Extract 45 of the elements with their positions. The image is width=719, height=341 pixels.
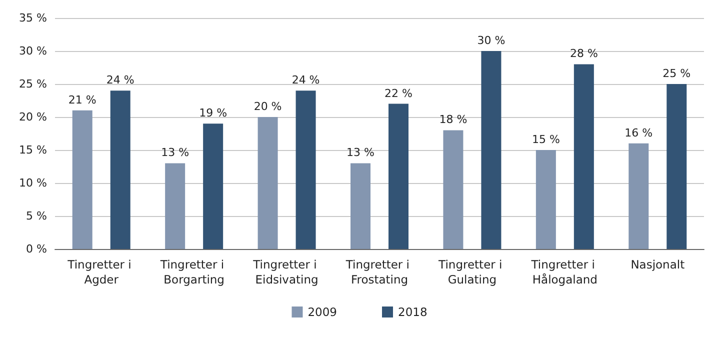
y-tick-label: 15 % [19,144,47,156]
y-tick-label: 0 % [26,242,47,256]
data-label: 24 % [292,74,320,87]
x-tick-label: Tingretter i Hålogaland [530,258,599,286]
x-tick-label: Tingretter i Agder [66,258,136,286]
x-tick-label: Nasjonalt [630,258,686,272]
bar [72,110,92,249]
y-tick-label: 35 % [19,12,47,24]
bar [628,143,649,249]
y-tick-label: 25 % [19,78,47,90]
bar [110,90,130,249]
bar [481,51,502,249]
y-tick-label: 30 % [19,44,47,58]
bar [574,64,594,249]
data-label: 16 % [624,126,653,140]
data-label: 18 % [439,113,468,126]
bar [258,117,278,249]
data-label: 21 % [68,93,96,106]
y-tick-label: 10 % [19,176,47,190]
legend-label: 2018 [398,305,428,319]
x-tick-label: Tingretter i Borgarting [159,258,228,286]
data-label: 25 % [662,67,691,80]
bar [165,163,186,249]
bar [388,104,408,249]
data-label: 13 % [346,146,374,160]
data-label: 22 % [384,86,412,100]
y-tick-label: 5 % [26,210,47,222]
x-tick-label: Tingretter i Frostating [344,258,414,286]
data-label: 28 % [570,47,598,60]
data-label: 20 % [254,100,282,113]
legend-label: 2009 [308,305,338,319]
x-tick-label: Tingretter i Eidsivating [252,258,320,286]
data-label: 30 % [477,34,506,47]
data-label: 15 % [532,133,560,146]
data-label: 13 % [161,146,190,160]
x-tick-label: Tingretter i Gulating [438,258,506,286]
bar [666,84,687,249]
y-tick-label: 20 % [19,110,47,124]
data-label: 24 % [106,74,134,87]
bar [350,163,370,249]
bar [443,130,464,249]
bar [203,124,224,249]
bar [536,150,556,249]
data-label: 19 % [199,106,228,120]
bar [296,90,316,249]
